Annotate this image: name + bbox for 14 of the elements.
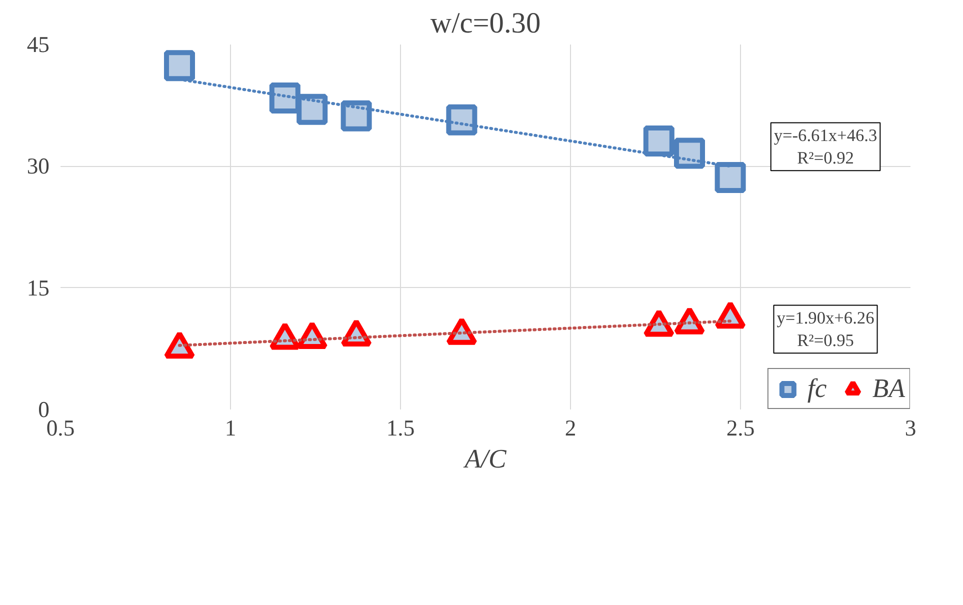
x-tick-label: 2.5 bbox=[726, 416, 755, 440]
x-tick-label: 1 bbox=[224, 416, 236, 440]
x-tick-label: 2 bbox=[564, 416, 576, 440]
y-tick-label: 15 bbox=[26, 275, 50, 300]
y-tick-label: 45 bbox=[26, 32, 50, 57]
legend-label: BA bbox=[872, 373, 905, 404]
y-tick-label: 30 bbox=[26, 154, 50, 179]
legend-label: fc bbox=[807, 373, 828, 404]
chart-title: w/c=0.30 bbox=[430, 8, 541, 40]
annotation: y=1.90x+6.26 R²=0.95 bbox=[776, 308, 875, 350]
x-axis-title: A/C bbox=[462, 444, 508, 474]
x-tick-label: 3 bbox=[904, 416, 916, 440]
annotation: y=-6.61x+46.3 R²=0.92 bbox=[774, 126, 878, 168]
x-tick-label: 1.5 bbox=[386, 416, 415, 440]
